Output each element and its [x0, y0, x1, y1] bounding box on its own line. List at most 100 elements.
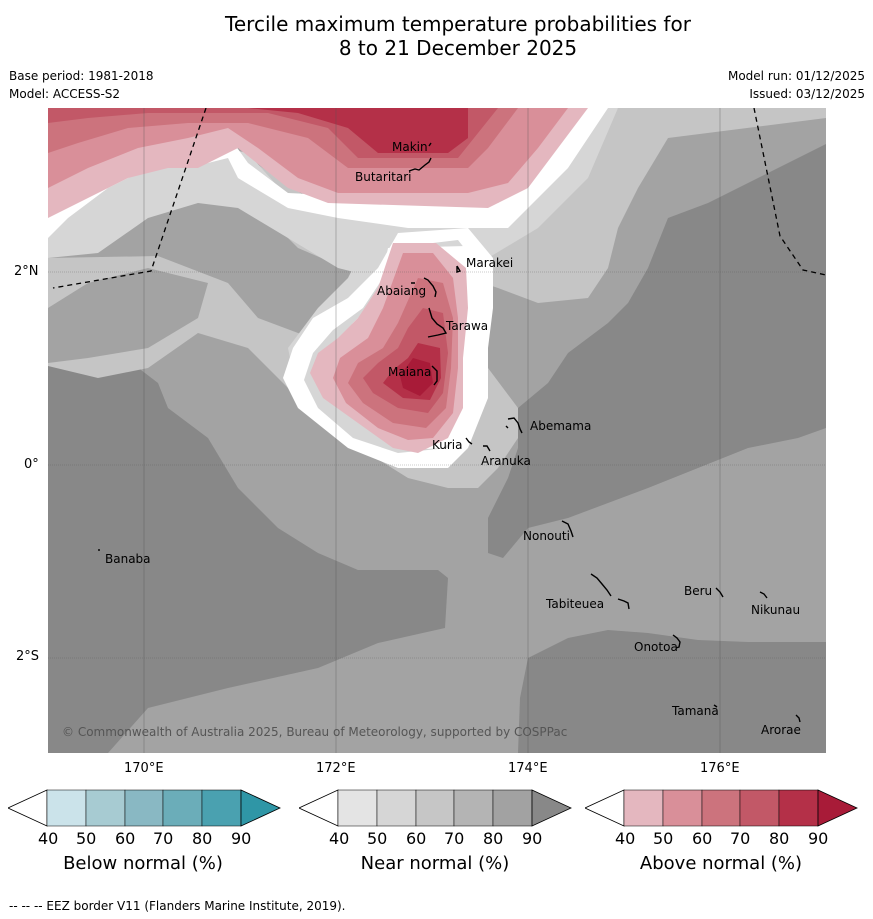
place-tarawa: Tarawa [445, 319, 488, 333]
island-makin [428, 142, 432, 147]
chart-title: Tercile maximum temperature probabilitie… [0, 12, 873, 60]
above-title: Above normal (%) [639, 853, 803, 874]
above-tick-60: 60 [692, 829, 713, 848]
island-tamana [713, 704, 718, 708]
island-tabiteuea [590, 573, 630, 610]
copyright-text: © Commonwealth of Australia 2025, Bureau… [62, 725, 567, 739]
above-tick-70: 70 [730, 829, 751, 848]
island-marakei [456, 265, 462, 273]
issued-date: Issued: 03/12/2025 [749, 87, 865, 101]
place-abaiang: Abaiang [377, 284, 426, 298]
island-maiana [431, 365, 438, 386]
near-tick-70: 70 [444, 829, 465, 848]
below-swatch-80 [201, 789, 242, 827]
near-swatch-50 [376, 789, 417, 827]
island-nonouti [561, 520, 574, 538]
place-maiana: Maiana [388, 365, 431, 379]
island-abemama [505, 417, 523, 434]
below-tick-80: 80 [192, 829, 213, 848]
below-title: Below normal (%) [63, 853, 223, 874]
island-onotoa [672, 634, 681, 649]
near-swatch-60 [415, 789, 455, 827]
above-swatch-60 [701, 789, 741, 827]
lat-label-2s: 2°S [16, 649, 40, 664]
title-line-1: Tercile maximum temperature probabilitie… [225, 12, 691, 36]
near-tick-90: 90 [522, 829, 543, 848]
model-name: Model: ACCESS-S2 [9, 87, 121, 101]
above-90-center [400, 358, 433, 396]
lon-label-172: 172°E [316, 761, 356, 776]
below-swatch-40 [46, 789, 87, 827]
place-kuria: Kuria [432, 438, 463, 452]
below-tick-60: 60 [115, 829, 136, 848]
near-swatch-80 [492, 789, 533, 827]
title-line-2: 8 to 21 December 2025 [338, 36, 578, 60]
below-swatch-50 [85, 789, 126, 827]
near-tick-50: 50 [367, 829, 388, 848]
above-80-top [248, 108, 468, 153]
near-swatch-40 [337, 789, 378, 827]
above-tick-90: 90 [808, 829, 829, 848]
near-swatch-70 [453, 789, 494, 827]
near-title: Near normal (%) [360, 853, 510, 874]
lat-label-0: 0° [24, 457, 39, 472]
below-swatch-70 [162, 789, 203, 827]
below-tick-90: 90 [231, 829, 252, 848]
place-abemama: Abemama [530, 419, 591, 433]
place-makin: Makin [392, 140, 428, 154]
place-banaba: Banaba [105, 552, 151, 566]
island-tarawa [427, 307, 448, 338]
island-butaritari [408, 157, 432, 172]
place-nikunau: Nikunau [751, 603, 800, 617]
above-tick-50: 50 [653, 829, 674, 848]
above-swatch-40 [623, 789, 664, 827]
band-near-70-southeast [518, 630, 826, 753]
island-nikunau [759, 591, 768, 599]
model-run: Model run: 01/12/2025 [727, 69, 865, 83]
place-labels: Makin Butaritari Marakei Abaiang Tarawa … [105, 140, 801, 737]
place-tamana: Tamana [671, 704, 719, 718]
place-beru: Beru [684, 584, 712, 598]
island-kuria [465, 437, 473, 445]
base-period: Base period: 1981-2018 [9, 69, 154, 83]
band-near-70-east [488, 144, 826, 558]
above-swatch-80 [778, 789, 819, 827]
place-tabiteuea: Tabiteuea [545, 597, 604, 611]
island-aranuka [483, 445, 491, 452]
above-swatch-70 [739, 789, 780, 827]
place-butaritari: Butaritari [355, 170, 412, 184]
place-onotoa: Onotoa [634, 640, 678, 654]
meta-left: Base period: 1981-2018 Model: ACCESS-S2 [9, 69, 154, 102]
below-tick-70: 70 [153, 829, 174, 848]
island-beru [715, 587, 724, 598]
below-tick-40: 40 [38, 829, 59, 848]
place-nonouti: Nonouti [523, 529, 570, 543]
near-tick-40: 40 [329, 829, 350, 848]
place-aranuka: Aranuka [481, 454, 531, 468]
island-abaiang [411, 277, 437, 298]
islands [98, 142, 801, 723]
lon-label-176: 176°E [700, 761, 740, 776]
band-near-70-west [48, 360, 448, 753]
band-near-60-upper [48, 268, 208, 363]
below-swatch-60 [124, 789, 164, 827]
meta-right: Model run: 01/12/2025 Issued: 03/12/2025 [728, 69, 865, 102]
above-tick-80: 80 [769, 829, 790, 848]
eez-footnote: -- -- -- EEZ border V11 (Flanders Marine… [9, 899, 346, 913]
lon-label-174: 174°E [508, 761, 548, 776]
map: Makin Butaritari Marakei Abaiang Tarawa … [48, 108, 826, 753]
near-tick-80: 80 [483, 829, 504, 848]
above-tick-40: 40 [615, 829, 636, 848]
colorbar-above [585, 789, 858, 827]
above-swatch-50 [662, 789, 703, 827]
lat-label-2n: 2°N [14, 264, 39, 279]
island-arorae [795, 714, 801, 723]
place-arorae: Arorae [761, 723, 801, 737]
lon-label-170: 170°E [124, 761, 164, 776]
eez-border [52, 108, 826, 289]
gridlines [48, 108, 826, 753]
colorbar-near [299, 789, 572, 827]
below-tick-50: 50 [76, 829, 97, 848]
place-marakei: Marakei [466, 256, 513, 270]
near-tick-60: 60 [406, 829, 427, 848]
